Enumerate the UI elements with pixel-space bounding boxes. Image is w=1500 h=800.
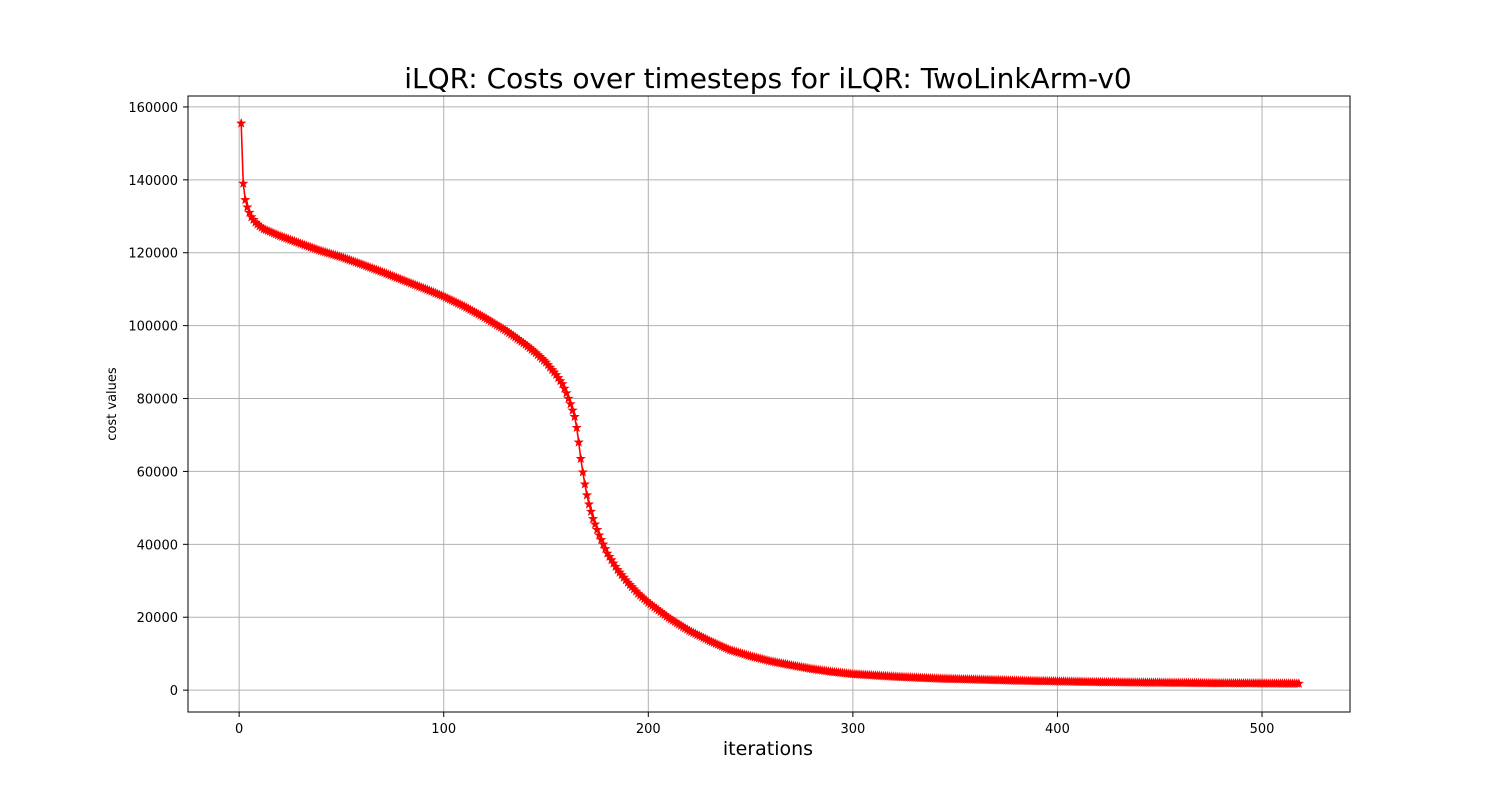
data-point-marker — [585, 506, 597, 516]
y-tick-label: 100000 — [128, 320, 178, 335]
data-point-marker — [559, 383, 570, 393]
data-point-marker — [575, 453, 586, 464]
data-point-marker — [238, 178, 249, 188]
x-tick-label: 500 — [1250, 722, 1275, 737]
data-point-marker — [569, 411, 580, 422]
y-tick-label: 40000 — [137, 538, 178, 553]
data-point-marker — [244, 207, 255, 217]
data-point-marker — [563, 393, 574, 403]
y-tick-label: 60000 — [137, 465, 178, 480]
data-point-marker — [573, 436, 584, 447]
series-line — [240, 123, 1299, 685]
data-point-marker — [583, 498, 595, 509]
plot-area — [236, 117, 1304, 688]
data-point-marker — [587, 513, 599, 524]
data-point-marker — [242, 201, 253, 212]
data-point-marker — [600, 543, 611, 554]
y-tick-label: 160000 — [128, 101, 178, 116]
data-point-marker — [240, 194, 251, 205]
y-axis-ticks: 0 20000 40000 60000 80000 100000 120000 140000 1… — [128, 101, 188, 699]
data-point-marker — [581, 489, 593, 500]
x-tick-label: 100 — [431, 722, 456, 737]
x-tick-label: 200 — [636, 722, 661, 737]
x-tick-label: 400 — [1045, 722, 1070, 737]
axes-frame — [187, 95, 1351, 713]
data-point-marker — [594, 529, 605, 540]
data-point-marker — [1293, 678, 1304, 688]
y-tick-label: 140000 — [128, 174, 178, 189]
data-point-marker — [565, 398, 576, 409]
data-point-marker — [579, 478, 590, 489]
data-point-marker — [590, 518, 601, 529]
y-tick-label: 0 — [170, 684, 178, 699]
data-point-marker — [577, 466, 588, 477]
data-point-marker — [571, 422, 582, 433]
x-axis-ticks: 0 100 200 300 400 500 — [235, 712, 1274, 737]
data-point-marker — [596, 534, 607, 545]
data-point-marker — [592, 524, 603, 535]
y-tick-label: 120000 — [128, 247, 178, 262]
grid — [188, 96, 1350, 712]
data-point-marker — [598, 538, 609, 549]
y-tick-label: 20000 — [137, 611, 178, 626]
data-point-marker — [561, 387, 572, 398]
chart-title: iLQR: Costs over timesteps for iLQR: Two… — [404, 62, 1132, 95]
x-tick-label: 300 — [840, 722, 865, 737]
data-point-marker — [567, 405, 578, 415]
y-axis-label: cost values — [105, 367, 120, 441]
x-axis-label: iterations — [723, 738, 813, 760]
y-tick-label: 80000 — [137, 393, 178, 408]
data-point-marker — [557, 378, 568, 389]
data-point-marker — [236, 117, 247, 128]
x-tick-label: 0 — [235, 722, 243, 737]
